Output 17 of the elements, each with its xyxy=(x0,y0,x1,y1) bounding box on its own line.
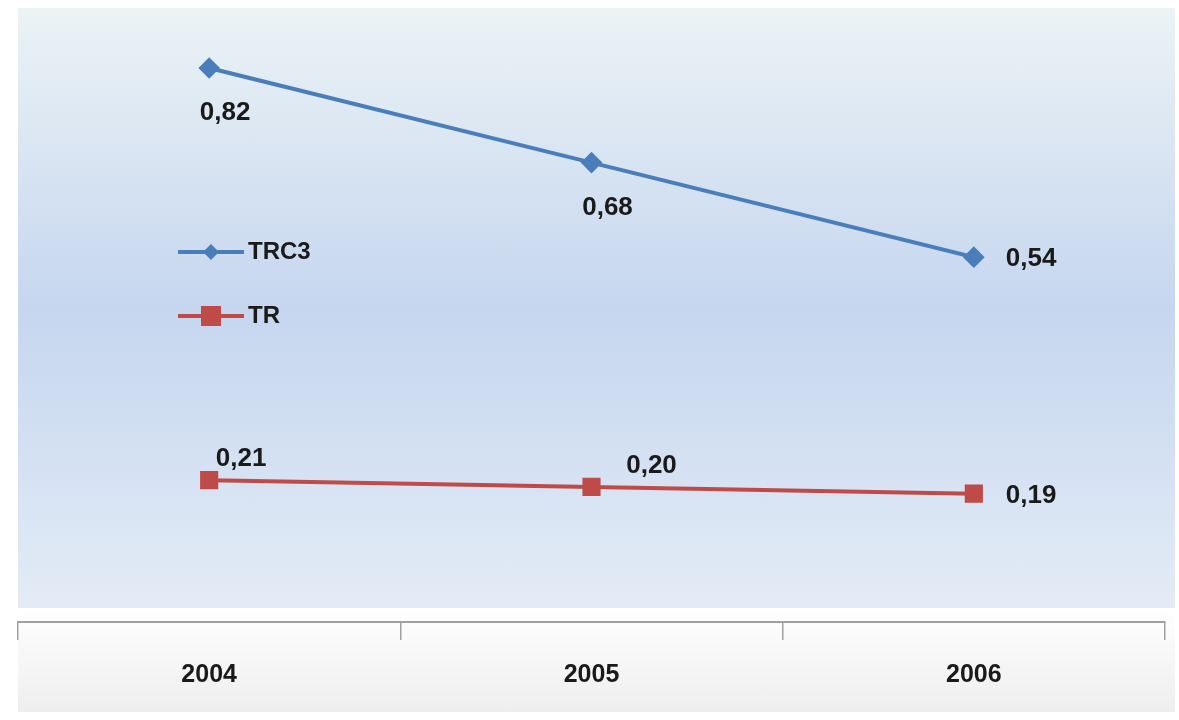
data-label: 0,68 xyxy=(582,190,633,221)
point xyxy=(964,484,983,503)
data-label: 0,21 xyxy=(215,442,267,473)
legend-label: TRC3 xyxy=(248,236,311,264)
point xyxy=(582,477,601,496)
point xyxy=(963,247,984,268)
x-tick-label: 2005 xyxy=(563,658,620,687)
point xyxy=(581,152,602,173)
data-label: 0,54 xyxy=(1005,242,1057,273)
data-label: 0,20 xyxy=(626,449,677,480)
data-label: 0,19 xyxy=(1005,478,1057,509)
x-tick-label: 2006 xyxy=(946,658,1002,687)
point xyxy=(200,471,219,490)
data-label: 0,82 xyxy=(199,96,251,127)
legend-label: TR xyxy=(248,300,280,328)
point xyxy=(199,58,220,79)
x-tick-label: 2004 xyxy=(181,658,238,687)
